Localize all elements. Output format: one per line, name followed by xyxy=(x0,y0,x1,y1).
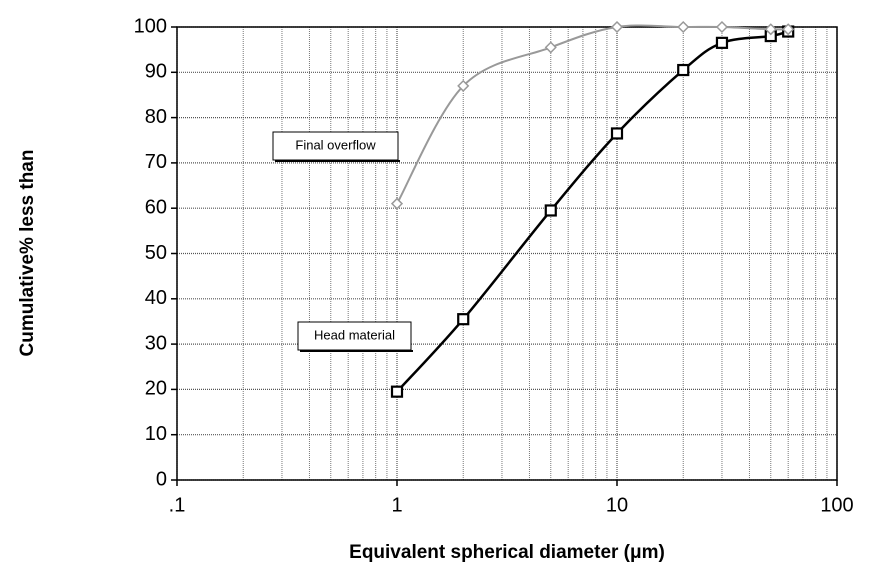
y-tick-label: 90 xyxy=(145,61,167,83)
marker xyxy=(677,63,690,77)
y-tick-label: 50 xyxy=(145,242,167,264)
marker xyxy=(457,313,470,326)
plot-frame xyxy=(176,26,838,481)
series-label-box xyxy=(272,131,399,161)
y-tick-label: 10 xyxy=(145,423,167,445)
marker xyxy=(715,20,729,34)
series-line xyxy=(396,30,789,393)
series-label: Final overflow xyxy=(295,137,376,152)
series-label-box xyxy=(297,321,412,351)
y-tick-label: 80 xyxy=(145,106,167,128)
marker xyxy=(390,197,404,210)
marker xyxy=(544,204,557,217)
x-tick-label: 1 xyxy=(391,494,402,516)
series-line xyxy=(396,24,789,205)
y-tick-label: 70 xyxy=(145,151,167,173)
x-tick-label: 100 xyxy=(820,494,853,516)
marker xyxy=(764,23,777,36)
y-tick-label: 20 xyxy=(145,378,167,400)
series-label-shadow xyxy=(300,350,413,352)
marker xyxy=(677,20,690,34)
marker xyxy=(390,385,404,398)
series-label-shadow xyxy=(275,160,400,162)
y-tick-label: 40 xyxy=(145,287,167,309)
y-tick-label: 100 xyxy=(134,15,167,37)
marker xyxy=(457,79,470,92)
y-tick-label: 60 xyxy=(145,196,167,218)
marker xyxy=(782,23,795,36)
x-tick-label: .1 xyxy=(169,494,186,516)
x-axis-title: Equivalent spherical diameter (μm) xyxy=(349,542,665,563)
y-tick-label: 0 xyxy=(156,468,167,490)
y-tick-label: 30 xyxy=(145,332,167,354)
marker xyxy=(544,41,557,54)
series-label: Head material xyxy=(314,327,395,342)
x-tick-label: 10 xyxy=(606,494,628,516)
marker xyxy=(610,20,624,34)
marker xyxy=(715,36,729,49)
y-axis-title: Cumulative% less than xyxy=(17,150,38,357)
marker xyxy=(610,127,624,140)
